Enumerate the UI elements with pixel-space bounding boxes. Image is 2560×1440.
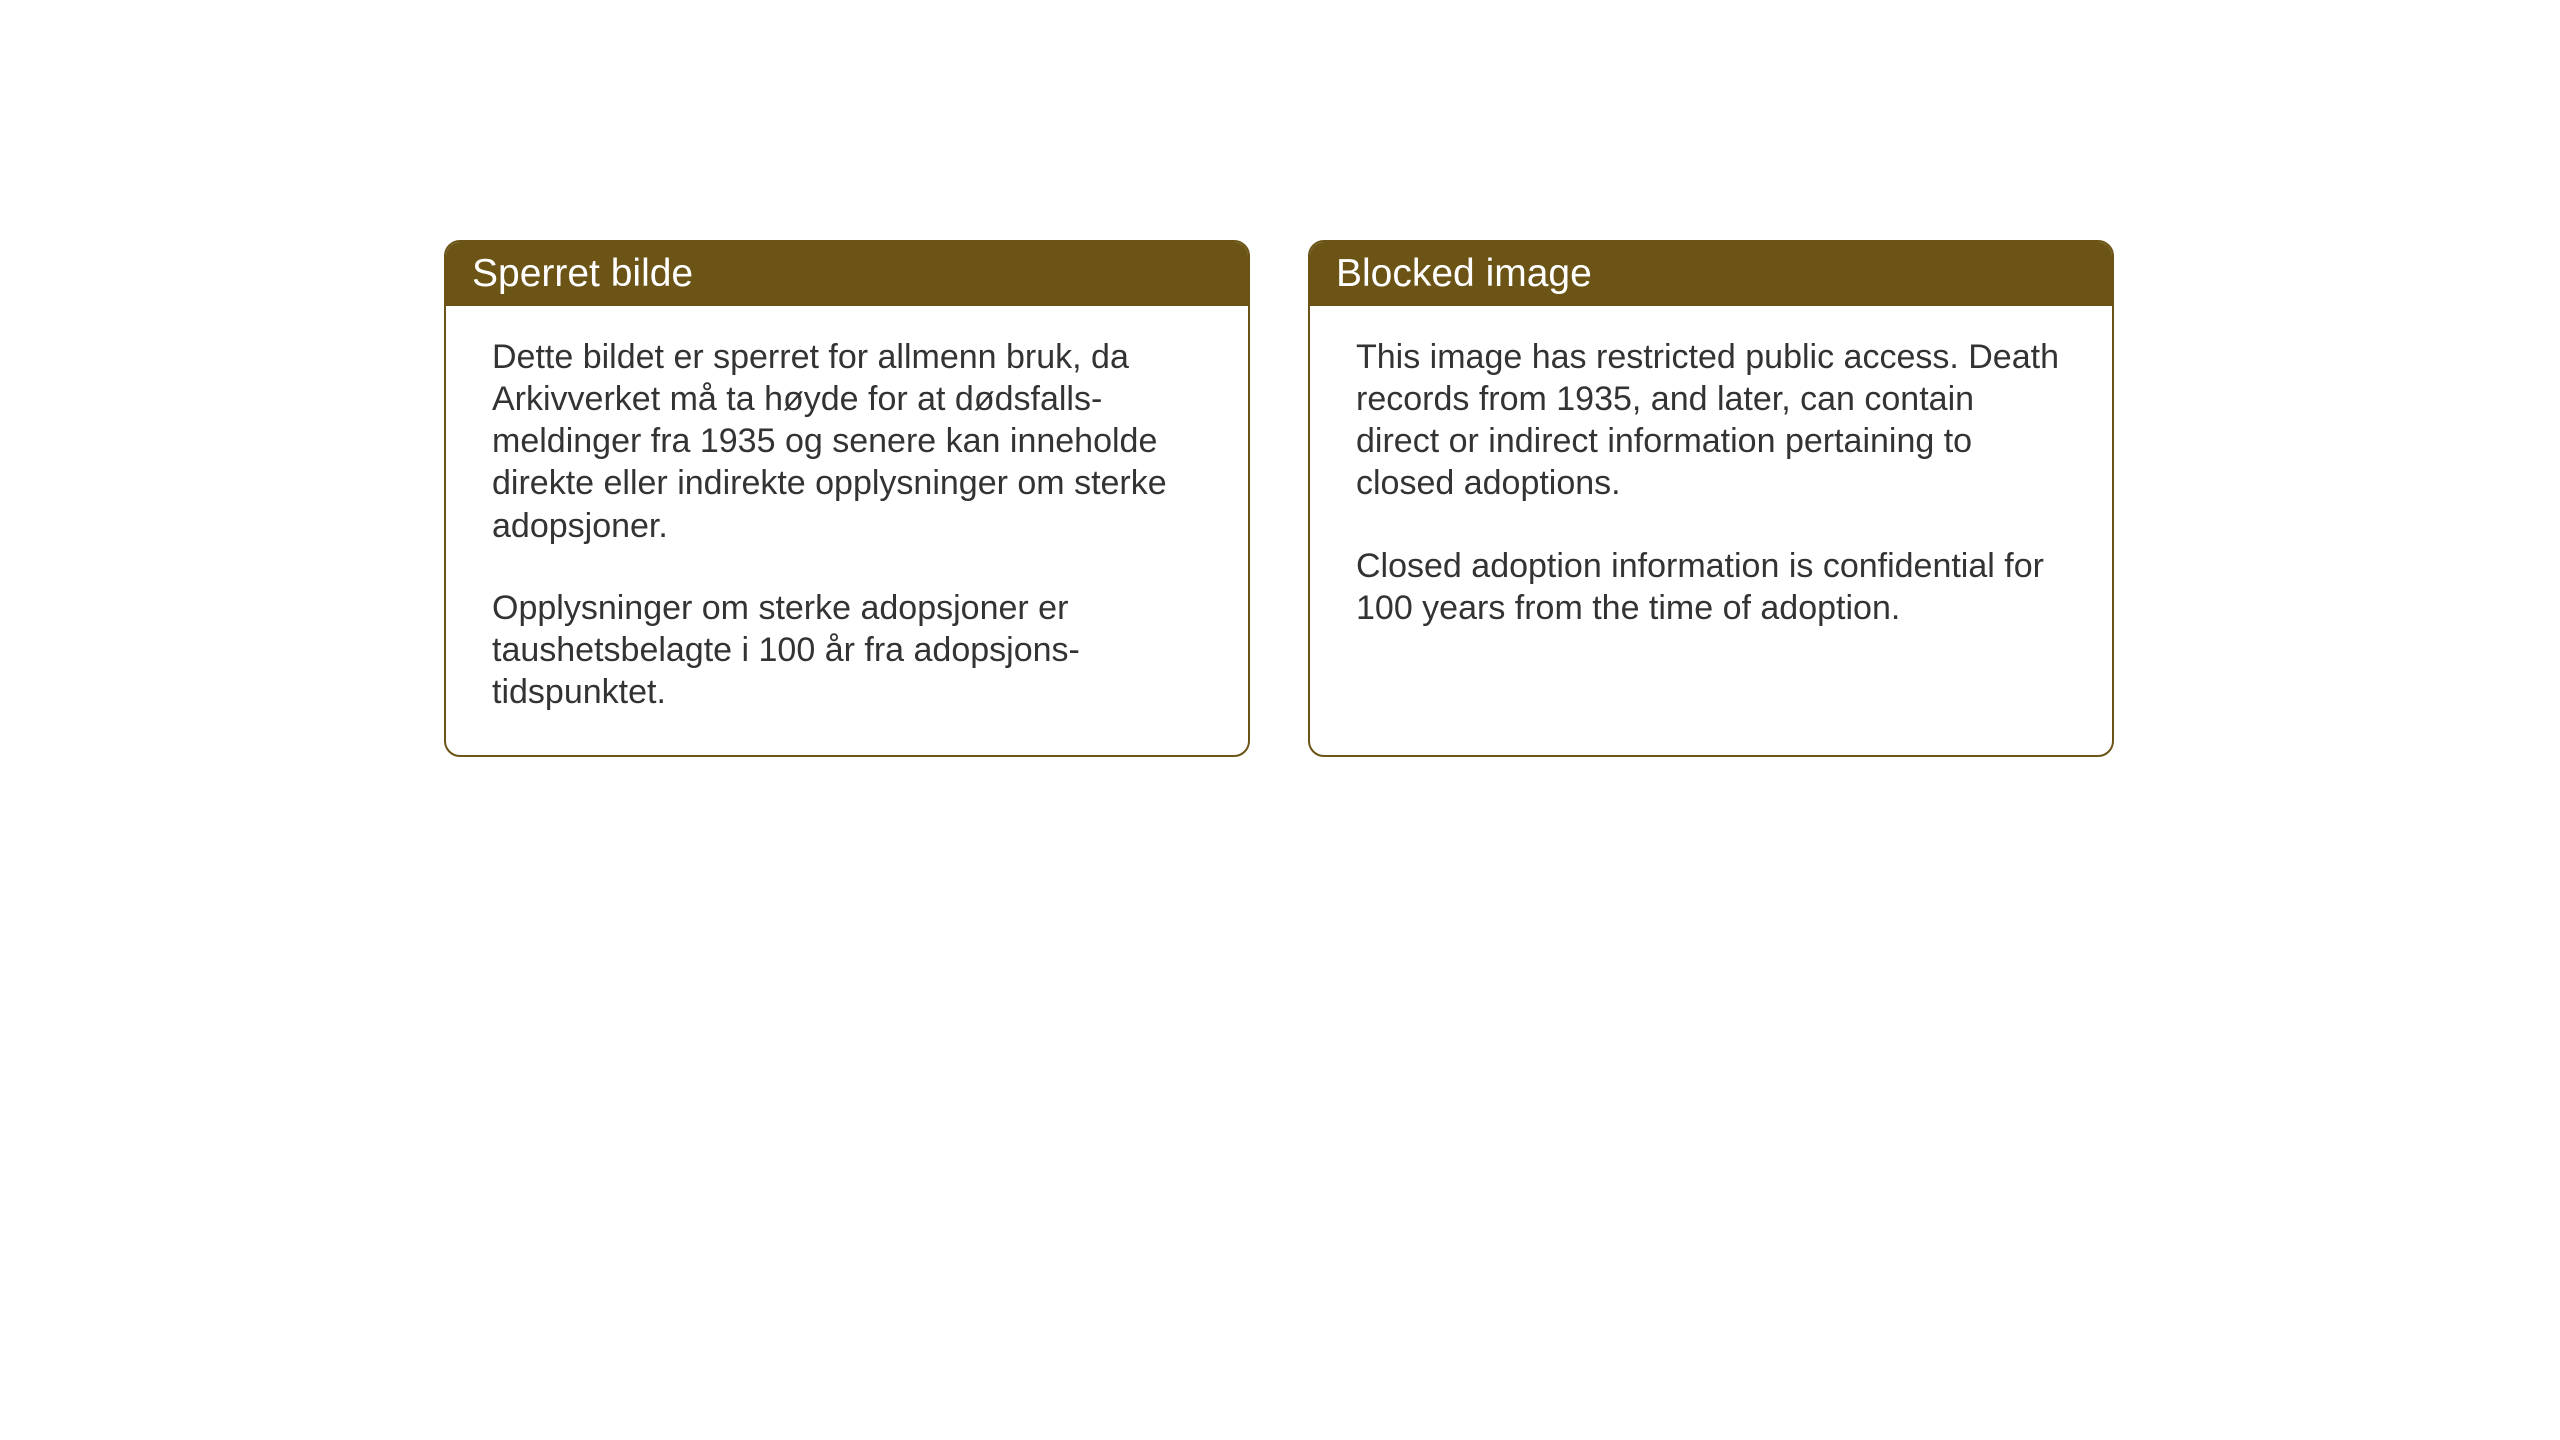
card-header: Blocked image <box>1310 242 2112 306</box>
card-paragraph: Closed adoption information is confident… <box>1356 545 2066 629</box>
card-body: This image has restricted public access.… <box>1310 306 2112 671</box>
card-paragraph: Dette bildet er sperret for allmenn bruk… <box>492 336 1202 547</box>
card-title: Sperret bilde <box>472 252 693 295</box>
card-paragraph: Opplysninger om sterke adopsjoner er tau… <box>492 587 1202 713</box>
notice-card-norwegian: Sperret bilde Dette bildet er sperret fo… <box>444 240 1250 757</box>
card-body: Dette bildet er sperret for allmenn bruk… <box>446 306 1248 755</box>
card-header: Sperret bilde <box>446 242 1248 306</box>
card-paragraph: This image has restricted public access.… <box>1356 336 2066 505</box>
notice-cards-container: Sperret bilde Dette bildet er sperret fo… <box>444 240 2114 757</box>
card-title: Blocked image <box>1336 252 1592 295</box>
notice-card-english: Blocked image This image has restricted … <box>1308 240 2114 757</box>
